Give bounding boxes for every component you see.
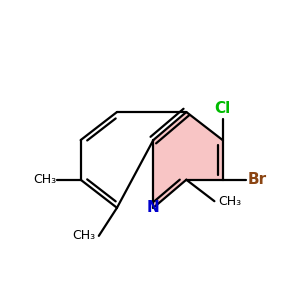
Text: N: N: [147, 200, 160, 215]
Text: Br: Br: [248, 172, 267, 187]
Text: CH₃: CH₃: [72, 230, 95, 242]
Polygon shape: [153, 112, 223, 208]
Text: Cl: Cl: [214, 101, 231, 116]
Text: CH₃: CH₃: [33, 173, 56, 186]
Text: CH₃: CH₃: [218, 195, 242, 208]
